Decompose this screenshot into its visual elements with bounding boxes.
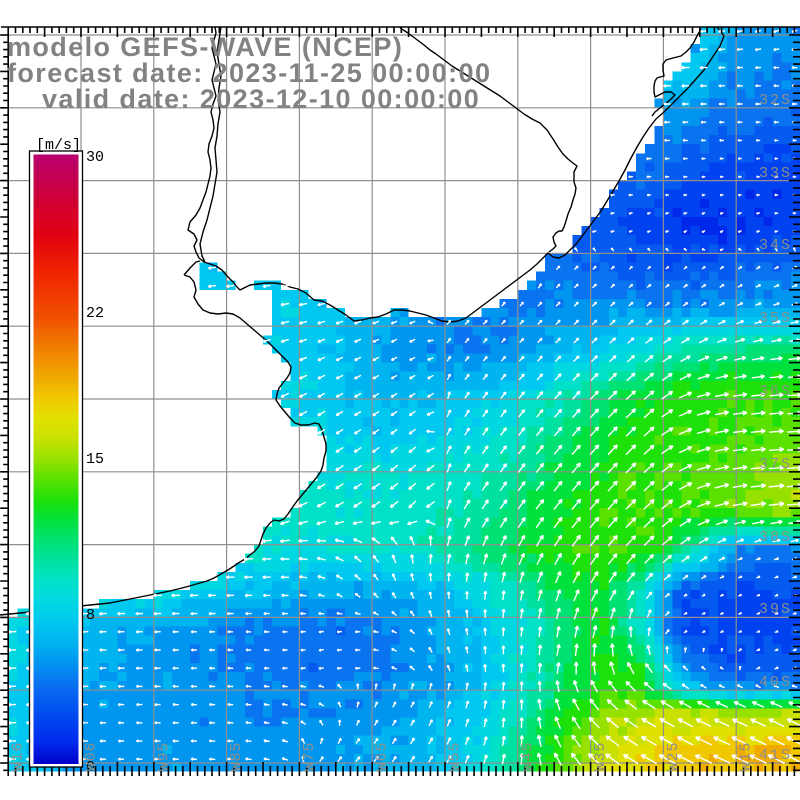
svg-text:33S: 33S bbox=[759, 165, 792, 182]
svg-text:W: W bbox=[83, 762, 100, 771]
svg-text:6: 6 bbox=[374, 752, 391, 761]
svg-text:W: W bbox=[519, 762, 536, 771]
svg-text:W: W bbox=[738, 762, 755, 771]
svg-text:3: 3 bbox=[592, 752, 609, 761]
svg-text:5: 5 bbox=[228, 742, 245, 751]
svg-text:15: 15 bbox=[86, 451, 104, 468]
svg-text:forecast date: 2023-11-25 00:0: forecast date: 2023-11-25 00:00:00 bbox=[7, 58, 491, 88]
svg-text:W: W bbox=[374, 762, 391, 771]
svg-text:W: W bbox=[447, 762, 464, 771]
svg-text:35S: 35S bbox=[759, 310, 792, 327]
svg-text:8: 8 bbox=[228, 752, 245, 761]
svg-text:W: W bbox=[592, 762, 609, 771]
svg-text:5: 5 bbox=[447, 752, 464, 761]
svg-text:6: 6 bbox=[83, 742, 100, 751]
svg-text:5: 5 bbox=[738, 742, 755, 751]
svg-text:W: W bbox=[301, 762, 318, 771]
svg-text:5: 5 bbox=[155, 742, 172, 751]
svg-text:5: 5 bbox=[374, 742, 391, 751]
svg-text:7: 7 bbox=[301, 752, 318, 761]
svg-text:40S: 40S bbox=[759, 674, 792, 691]
svg-text:W: W bbox=[665, 762, 682, 771]
svg-text:5: 5 bbox=[592, 742, 609, 751]
svg-text:22: 22 bbox=[86, 305, 104, 322]
svg-text:36S: 36S bbox=[759, 383, 792, 400]
svg-text:9: 9 bbox=[155, 752, 172, 761]
svg-text:37S: 37S bbox=[759, 456, 792, 473]
svg-text:modelo GEFS-WAVE (NCEP): modelo GEFS-WAVE (NCEP) bbox=[7, 32, 403, 62]
svg-text:41S: 41S bbox=[759, 747, 792, 764]
svg-text:W: W bbox=[228, 762, 245, 771]
svg-text:30: 30 bbox=[86, 149, 104, 166]
svg-text:0: 0 bbox=[83, 752, 100, 761]
svg-text:8: 8 bbox=[86, 607, 95, 624]
svg-text:39S: 39S bbox=[759, 601, 792, 618]
svg-text:W: W bbox=[10, 762, 27, 771]
svg-text:6: 6 bbox=[10, 742, 27, 751]
svg-text:W: W bbox=[155, 762, 172, 771]
svg-text:5: 5 bbox=[447, 742, 464, 751]
svg-text:32S: 32S bbox=[759, 92, 792, 109]
svg-text:38S: 38S bbox=[759, 529, 792, 546]
svg-text:1: 1 bbox=[10, 752, 27, 761]
svg-text:0: 0 bbox=[86, 759, 95, 776]
svg-text:5: 5 bbox=[519, 742, 536, 751]
svg-text:5: 5 bbox=[301, 742, 318, 751]
svg-text:[m/s]: [m/s] bbox=[36, 137, 81, 154]
svg-text:2: 2 bbox=[665, 752, 682, 761]
svg-text:1: 1 bbox=[738, 752, 755, 761]
svg-text:5: 5 bbox=[665, 742, 682, 751]
svg-text:34S: 34S bbox=[759, 237, 792, 254]
svg-text:valid date: 2023-12-10 00:00:0: valid date: 2023-12-10 00:00:00 bbox=[42, 84, 480, 114]
svg-text:4: 4 bbox=[519, 752, 536, 761]
